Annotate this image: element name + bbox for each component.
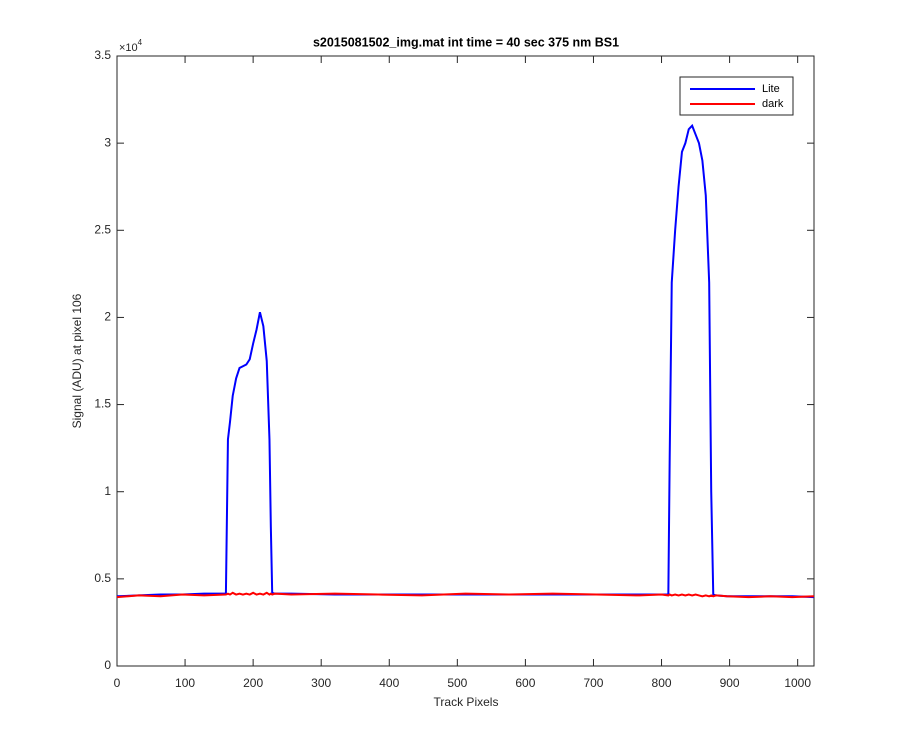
plot-area (116, 55, 815, 667)
x-tick-label: 0 (114, 676, 121, 690)
x-axis-label: Track Pixels (434, 695, 499, 709)
y-multiplier: ×104 (119, 38, 143, 54)
series-line (116, 591, 815, 599)
legend-box (679, 76, 794, 116)
y-tick-label: 3 (104, 135, 111, 149)
x-tick-label: 500 (447, 676, 467, 690)
y-tick-label: 2.5 (94, 222, 111, 236)
y-axis-label: Signal (ADU) at pixel 106 (70, 293, 84, 428)
y-multiplier-base: ×10 (119, 42, 138, 54)
x-tick-label: 200 (243, 676, 263, 690)
y-tick-label: 1.5 (94, 397, 111, 411)
chart-title: s2015081502_img.mat int time = 40 sec 37… (313, 35, 619, 49)
x-tick-label: 300 (311, 676, 331, 690)
y-tick-label: 1 (104, 484, 111, 498)
x-tick-label: 900 (720, 676, 740, 690)
x-tick-label: 400 (379, 676, 399, 690)
x-tick-label: 700 (583, 676, 603, 690)
y-tick-label: 3.5 (94, 48, 111, 62)
x-tick-label: 800 (652, 676, 672, 690)
y-tick-label: 0 (104, 658, 111, 672)
y-multiplier-exponent: 4 (138, 38, 143, 47)
legend-label: Lite (762, 83, 780, 95)
x-tick-label: 100 (175, 676, 195, 690)
x-tick-label: 1000 (784, 676, 811, 690)
y-tick-label: 2 (104, 310, 111, 324)
y-tick-label: 0.5 (94, 571, 111, 585)
legend-label: dark (762, 98, 784, 110)
x-tick-label: 600 (515, 676, 535, 690)
